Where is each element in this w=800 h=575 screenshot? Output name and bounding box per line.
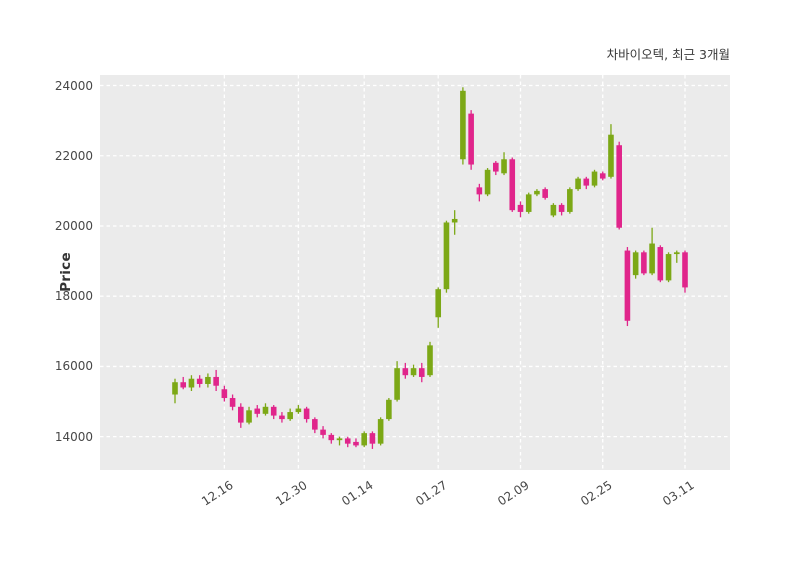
x-tick-label: 01.27 (413, 478, 450, 509)
x-tick-label: 02.09 (495, 478, 533, 509)
y-tick-label: 20000 (54, 218, 93, 233)
y-tick-label: 24000 (54, 78, 93, 93)
y-tick-label: 22000 (54, 148, 93, 163)
x-tick-label: 03.11 (660, 478, 697, 509)
candlestick-plot (100, 75, 730, 470)
y-tick-label: 14000 (54, 429, 93, 444)
plot-area (100, 75, 730, 470)
x-tick-label: 12.16 (199, 478, 236, 509)
x-tick-label: 01.14 (339, 478, 376, 509)
x-tick-label: 12.30 (273, 478, 310, 509)
y-tick-label: 16000 (54, 359, 93, 374)
chart-title: 차바이오텍, 최근 3개월 (606, 47, 730, 62)
y-axis-label: Price (58, 252, 74, 292)
y-tick-label: 18000 (54, 289, 93, 304)
x-tick-label: 02.25 (577, 478, 615, 509)
